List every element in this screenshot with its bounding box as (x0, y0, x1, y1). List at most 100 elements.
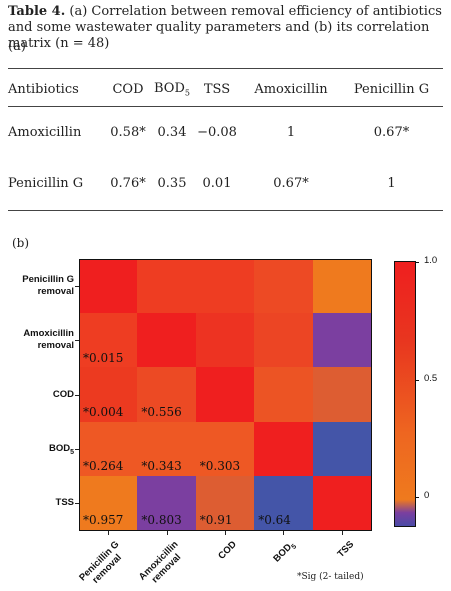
colorbar-tick (415, 497, 419, 498)
heatmap-cell (312, 475, 372, 531)
colorbar-tick-label: 1.0 (424, 255, 438, 266)
col-tick (108, 531, 110, 535)
table-cell: Penicillin G (8, 176, 84, 191)
table-cell: 0.58* (110, 125, 146, 140)
heatmap-row-label: Amoxicillin removal (0, 328, 74, 352)
row-label-line: COD (52, 388, 74, 400)
colorbar-tick-label: 0.5 (424, 373, 438, 384)
table-cell: Amoxicillin (8, 125, 82, 140)
row-label-line: BOD5 (48, 442, 74, 456)
table-bottom-rule (8, 210, 443, 211)
heatmap-cell: *0.004 (79, 367, 138, 423)
table-header-rule (8, 106, 443, 107)
row-label-line: Penicillin G (22, 274, 74, 286)
heatmap-cell (254, 367, 314, 423)
header-penicillin-g: Penicillin G (353, 81, 430, 97)
heatmap-cell-label: *0.957 (83, 513, 124, 528)
table-cell: 0.01 (202, 176, 232, 191)
heatmap-cell (137, 259, 197, 314)
heatmap-row-label: BOD5 (0, 443, 74, 459)
table-cell: 0.67* (373, 125, 410, 140)
table-cell: −0.08 (197, 125, 237, 140)
table-cell: 1 (387, 176, 396, 191)
heatmap-cell-label: *0.556 (141, 405, 182, 420)
row-tick (75, 502, 79, 504)
header-cod: COD (112, 81, 144, 97)
col-label-line: TSS (335, 539, 357, 560)
heatmap-cell (312, 313, 372, 368)
correlation-table: Antibiotics COD BOD5 TSS Amoxicillin Pen… (8, 71, 443, 209)
heatmap-cell (254, 421, 314, 477)
heatmap-cell-label: *0.303 (199, 459, 241, 474)
colorbar-tick-label: 0 (424, 490, 430, 501)
heatmap-cell: *0.015 (79, 313, 138, 368)
row-label-line: removal (37, 286, 74, 298)
table-cell: 0.35 (157, 176, 187, 191)
row-label-line: Amoxicillin (23, 328, 74, 340)
heatmap-cell-label: *0.343 (141, 459, 182, 474)
heatmap-cell (254, 313, 314, 368)
table-cell: 0.34 (157, 125, 187, 140)
caption-label: Table 4. (8, 4, 66, 19)
colorbar-tick (415, 262, 419, 263)
heatmap-cell (312, 259, 372, 314)
col-label-line: COD (216, 539, 239, 562)
heatmap-cell: *0.957 (79, 475, 138, 531)
table-top-rule (8, 68, 443, 69)
heatmap-cell (137, 313, 197, 368)
heatmap-cell (79, 259, 138, 314)
heatmap-row-label: TSS (0, 497, 74, 509)
heatmap-cell-label: *0.015 (83, 350, 124, 365)
col-tick (166, 531, 168, 535)
caption-text: (a) Correlation between removal efficien… (8, 4, 442, 51)
row-tick (75, 448, 79, 450)
subscript: 5 (70, 448, 74, 456)
row-tick (75, 394, 79, 396)
subscript: 5 (290, 543, 299, 551)
part-a-label: (a) (8, 39, 26, 54)
header-bod: BOD5 (154, 80, 190, 98)
col-tick (283, 531, 285, 535)
heatmap-cell (195, 313, 255, 368)
table-cell: 0.67* (273, 176, 309, 191)
colorbar (394, 261, 416, 527)
heatmap-cell (312, 367, 372, 423)
heatmap-cell: *0.556 (137, 367, 197, 423)
row-tick (75, 340, 79, 342)
row-tick (75, 286, 79, 288)
heatmap-frame (79, 259, 372, 531)
table-caption: Table 4. (a) Correlation between removal… (8, 4, 446, 52)
row-label-line: removal (37, 340, 74, 352)
heatmap-cell-label: *0.004 (83, 405, 124, 420)
heatmap-col-label: TSS (335, 539, 356, 560)
footnote: *Sig (2- tailed) (297, 572, 364, 582)
header-antibiotics: Antibiotics (8, 81, 79, 97)
heatmap-col-label: COD (216, 539, 239, 562)
heatmap-cell: *0.303 (195, 421, 255, 477)
col-tick (341, 531, 343, 535)
heatmap-cell-label: *0.264 (83, 459, 124, 474)
row-label-line: TSS (55, 496, 74, 508)
header-tss: TSS (203, 81, 231, 97)
part-b-label: (b) (12, 236, 30, 250)
table-cell: 0.76* (110, 176, 146, 191)
heatmap-col-label: BOD5 (272, 539, 300, 567)
table-row: Amoxicillin 0.58* 0.34 −0.08 1 0.67* (8, 107, 443, 158)
heatmap-cell: *0.343 (137, 421, 197, 477)
heatmap-row-label: COD (0, 389, 74, 401)
table-row: Penicillin G 0.76* 0.35 0.01 0.67* 1 (8, 158, 443, 209)
heatmap-cell-label: *0.64 (258, 513, 291, 528)
table-header-row: Antibiotics COD BOD5 TSS Amoxicillin Pen… (8, 71, 443, 107)
heatmap-cell (312, 421, 372, 477)
col-tick (225, 531, 226, 535)
col-label-line: BOD5 (271, 541, 299, 565)
heatmap-cell: *0.803 (137, 475, 197, 531)
heatmap-cell: *0.64 (254, 475, 314, 531)
heatmap-cell-label: *0.91 (199, 513, 233, 528)
heatmap-cell (195, 259, 255, 314)
heatmap-cell-label: *0.803 (141, 513, 182, 528)
heatmap-col-label: Amoxicillin removal (136, 539, 187, 590)
heatmap-cell (195, 367, 255, 423)
